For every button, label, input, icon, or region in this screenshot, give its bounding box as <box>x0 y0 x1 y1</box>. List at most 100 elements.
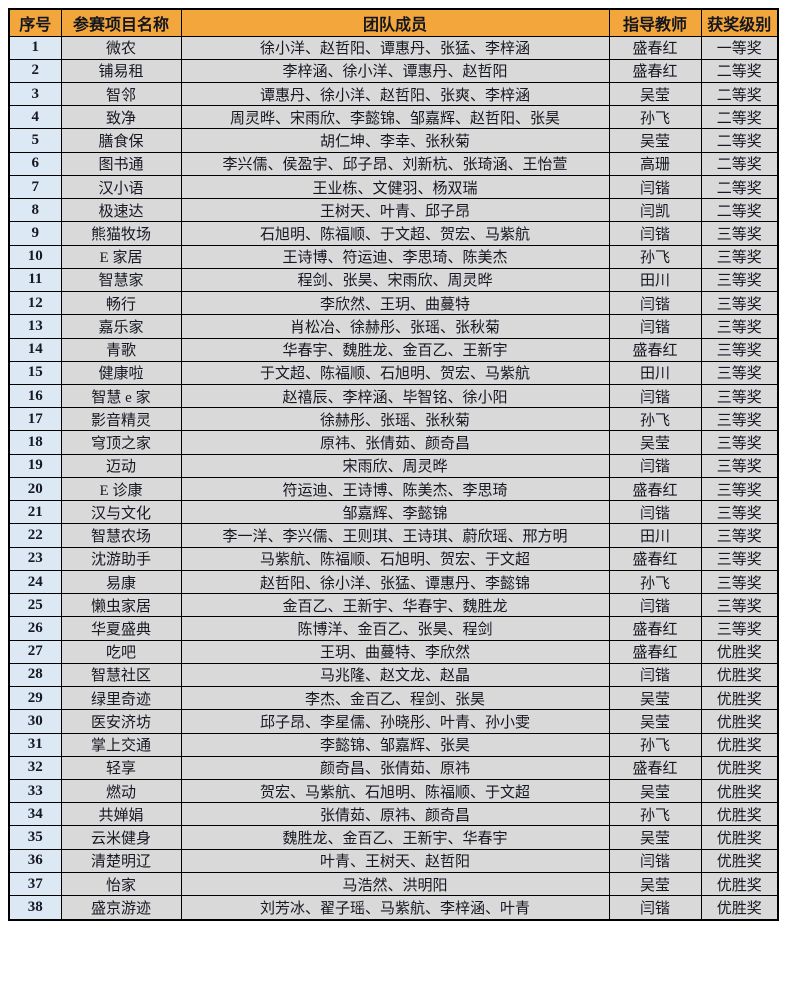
cell-award: 优胜奖 <box>700 755 779 781</box>
cell-members: 李梓涵、徐小洋、谭惠丹、赵哲阳 <box>180 58 610 83</box>
cell-members: 马浩然、洪明阳 <box>180 871 610 897</box>
cell-project: 盛京游迹 <box>60 895 182 921</box>
cell-project: 医安济坊 <box>60 709 182 734</box>
cell-project: 熊猫牧场 <box>60 221 182 246</box>
table-header: 序号 参赛项目名称 团队成员 指导教师 获奖级别 <box>8 8 779 37</box>
cell-no: 30 <box>8 709 62 734</box>
cell-members: 赵禧辰、李梓涵、毕智铭、徐小阳 <box>180 384 610 409</box>
cell-award: 三等奖 <box>700 569 779 595</box>
table-row: 38 盛京游迹 刘芳冰、翟子瑶、马紫航、李梓涵、叶青 闫锴 优胜奖 <box>8 895 779 921</box>
table-row: 19 迈动 宋雨欣、周灵晔 闫锴 三等奖 <box>8 453 779 478</box>
cell-members: 邱子昂、李星儒、孙晓彤、叶青、孙小雯 <box>180 709 610 734</box>
cell-members: 李欣然、王玥、曲蔓特 <box>180 291 610 316</box>
cell-award: 二等奖 <box>700 58 779 83</box>
table-row: 34 共婵娟 张倩茹、原祎、颜奇昌 孙飞 优胜奖 <box>8 802 779 827</box>
cell-no: 29 <box>8 686 62 711</box>
cell-award: 优胜奖 <box>700 871 779 897</box>
cell-no: 38 <box>8 895 62 921</box>
cell-award: 优胜奖 <box>700 848 779 873</box>
cell-no: 36 <box>8 848 62 873</box>
cell-teacher: 吴莹 <box>608 430 702 455</box>
cell-no: 18 <box>8 430 62 455</box>
cell-no: 22 <box>8 523 62 548</box>
cell-members: 王树天、叶青、邱子昂 <box>180 198 610 223</box>
cell-project: 微农 <box>60 35 182 60</box>
table-row: 12 畅行 李欣然、王玥、曲蔓特 闫锴 三等奖 <box>8 291 779 316</box>
cell-teacher: 闫锴 <box>608 221 702 246</box>
cell-teacher: 高珊 <box>608 151 702 176</box>
table-row: 1 微农 徐小洋、赵哲阳、谭惠丹、张猛、李梓涵 盛春红 一等奖 <box>8 35 779 60</box>
cell-project: 清楚明辽 <box>60 848 182 873</box>
cell-project: 致净 <box>60 105 182 130</box>
cell-teacher: 孙飞 <box>608 732 702 757</box>
cell-teacher: 盛春红 <box>608 755 702 781</box>
cell-members: 石旭明、陈福顺、于文超、贺宏、马紫航 <box>180 221 610 246</box>
table-row: 24 易康 赵哲阳、徐小洋、张猛、谭惠丹、李懿锦 孙飞 三等奖 <box>8 569 779 595</box>
cell-award: 优胜奖 <box>700 639 779 664</box>
cell-members: 金百乙、王新宇、华春宇、魏胜龙 <box>180 593 610 618</box>
cell-award: 二等奖 <box>700 151 779 176</box>
cell-members: 张倩茹、原祎、颜奇昌 <box>180 802 610 827</box>
cell-no: 24 <box>8 569 62 595</box>
cell-members: 宋雨欣、周灵晔 <box>180 453 610 478</box>
cell-members: 符运迪、王诗博、陈美杰、李思琦 <box>180 476 610 502</box>
cell-members: 程剑、张昊、宋雨欣、周灵晔 <box>180 267 610 293</box>
cell-project: 智慧 e 家 <box>60 384 182 409</box>
table-row: 14 青歌 华春宇、魏胜龙、金百乙、王新宇 盛春红 三等奖 <box>8 337 779 362</box>
table-row: 36 清楚明辽 叶青、王树天、赵哲阳 闫锴 优胜奖 <box>8 848 779 873</box>
column-header-teacher: 指导教师 <box>608 8 702 37</box>
cell-award: 优胜奖 <box>700 732 779 757</box>
cell-teacher: 闫锴 <box>608 384 702 409</box>
cell-teacher: 田川 <box>608 267 702 293</box>
cell-no: 12 <box>8 291 62 316</box>
cell-award: 优胜奖 <box>700 825 779 850</box>
cell-teacher: 盛春红 <box>608 546 702 571</box>
cell-award: 二等奖 <box>700 128 779 153</box>
cell-no: 26 <box>8 616 62 641</box>
cell-project: 智邻 <box>60 81 182 107</box>
cell-members: 胡仁坤、李幸、张秋菊 <box>180 128 610 153</box>
cell-award: 三等奖 <box>700 267 779 293</box>
column-header-award: 获奖级别 <box>700 8 779 37</box>
table-row: 25 懒虫家居 金百乙、王新宇、华春宇、魏胜龙 闫锴 三等奖 <box>8 593 779 618</box>
column-header-project: 参赛项目名称 <box>60 8 182 37</box>
cell-teacher: 田川 <box>608 523 702 548</box>
cell-project: 畅行 <box>60 291 182 316</box>
cell-members: 王诗博、符运迪、李思琦、陈美杰 <box>180 244 610 269</box>
awards-table: 序号 参赛项目名称 团队成员 指导教师 获奖级别 1 微农 徐小洋、赵哲阳、谭惠丹、张猛、李… <box>8 8 779 921</box>
cell-teacher: 闫锴 <box>608 453 702 478</box>
cell-teacher: 盛春红 <box>608 639 702 664</box>
cell-teacher: 吴莹 <box>608 128 702 153</box>
cell-award: 三等奖 <box>700 546 779 571</box>
cell-members: 徐小洋、赵哲阳、谭惠丹、张猛、李梓涵 <box>180 35 610 60</box>
cell-no: 21 <box>8 500 62 525</box>
cell-members: 贺宏、马紫航、石旭明、陈福顺、于文超 <box>180 778 610 804</box>
table-row: 3 智邻 谭惠丹、徐小洋、赵哲阳、张爽、李梓涵 吴莹 二等奖 <box>8 81 779 107</box>
cell-members: 周灵晔、宋雨欣、李懿锦、邹嘉辉、赵哲阳、张昊 <box>180 105 610 130</box>
cell-no: 19 <box>8 453 62 478</box>
cell-award: 三等奖 <box>700 430 779 455</box>
table-row: 29 绿里奇迹 李杰、金百乙、程剑、张昊 吴莹 优胜奖 <box>8 686 779 711</box>
cell-no: 7 <box>8 174 62 200</box>
cell-teacher: 吴莹 <box>608 709 702 734</box>
cell-project: 吃吧 <box>60 639 182 664</box>
cell-teacher: 闫锴 <box>608 500 702 525</box>
cell-no: 4 <box>8 105 62 130</box>
table-row: 32 轻享 颜奇昌、张倩茹、原祎 盛春红 优胜奖 <box>8 755 779 781</box>
table-row: 18 穹顶之家 原祎、张倩茹、颜奇昌 吴莹 三等奖 <box>8 430 779 455</box>
cell-no: 6 <box>8 151 62 176</box>
table-row: 16 智慧 e 家赵禧辰、李梓涵、毕智铭、徐小阳 闫锴 三等奖 <box>8 384 779 409</box>
cell-teacher: 吴莹 <box>608 686 702 711</box>
cell-no: 32 <box>8 755 62 781</box>
cell-project: E 诊康 <box>60 476 182 502</box>
cell-project: 掌上交通 <box>60 732 182 757</box>
cell-no: 31 <box>8 732 62 757</box>
cell-members: 陈博洋、金百乙、张昊、程剑 <box>180 616 610 641</box>
cell-project: 云米健身 <box>60 825 182 850</box>
cell-members: 王玥、曲蔓特、李欣然 <box>180 639 610 664</box>
cell-award: 二等奖 <box>700 81 779 107</box>
table-row: 5 膳食保 胡仁坤、李幸、张秋菊 吴莹 二等奖 <box>8 128 779 153</box>
cell-award: 二等奖 <box>700 174 779 200</box>
cell-award: 优胜奖 <box>700 686 779 711</box>
